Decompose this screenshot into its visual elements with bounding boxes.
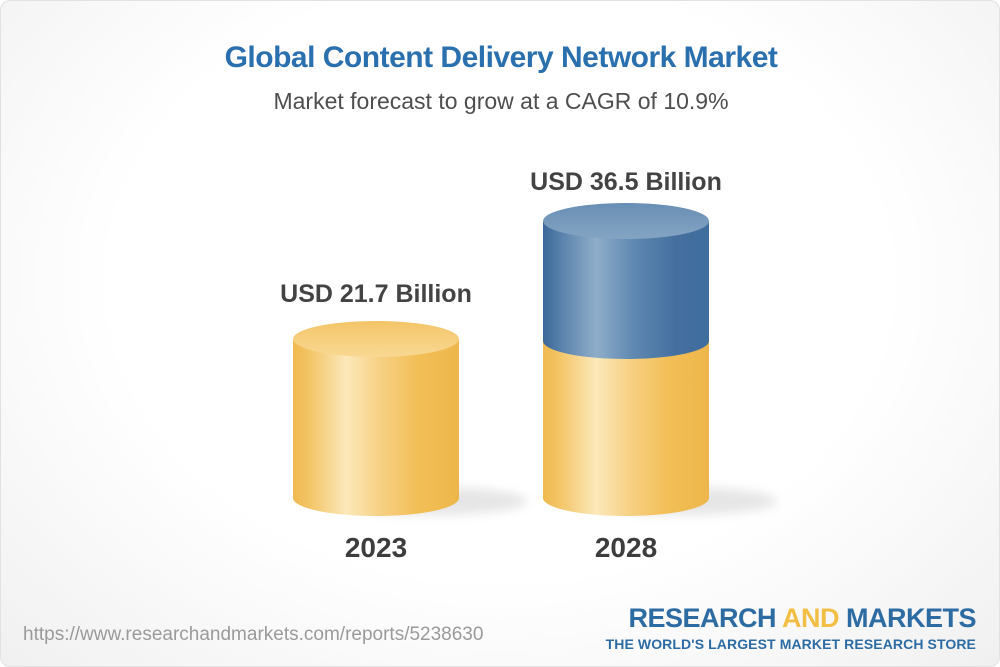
value-label-2023: USD 21.7 Billion <box>280 280 472 308</box>
cylinder-2028-base-segment <box>543 341 709 516</box>
logo-wordmark: RESEARCH AND MARKETS <box>606 605 976 632</box>
logo-word-research: RESEARCH <box>628 603 776 633</box>
cylinder-2028-top <box>543 203 709 239</box>
cylinder-2028-growth-segment <box>543 221 709 359</box>
logo-word-and: AND <box>781 603 840 633</box>
cylinder-2023-top <box>293 321 459 357</box>
value-label-2028: USD 36.5 Billion <box>530 168 722 196</box>
report-url: https://www.researchandmarkets.com/repor… <box>23 624 484 645</box>
logo-word-markets: MARKETS <box>846 603 977 633</box>
category-label-2028: 2028 <box>594 532 658 563</box>
page-subtitle: Market forecast to grow at a CAGR of 10.… <box>273 88 729 114</box>
category-label-2023: 2023 <box>344 532 408 563</box>
cylinder-2023-body <box>293 339 459 516</box>
logo-tagline: THE WORLD'S LARGEST MARKET RESEARCH STOR… <box>605 636 976 652</box>
page-title: Global Content Delivery Network Market <box>224 41 778 74</box>
researchandmarkets-logo: RESEARCH AND MARKETS THE WORLD'S LARGEST… <box>605 605 977 652</box>
